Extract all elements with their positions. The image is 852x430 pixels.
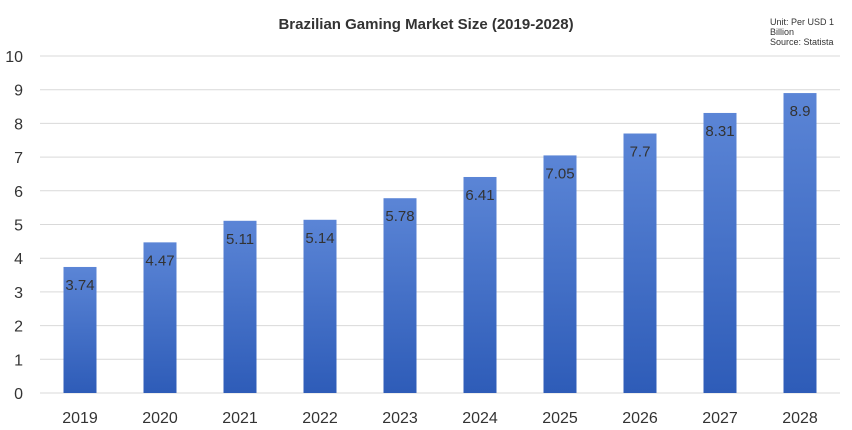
chart-note: Unit: Per USD 1 Billion Source: Statista: [770, 17, 850, 47]
x-tick-label: 2026: [622, 410, 658, 427]
y-tick-label: 4: [14, 251, 23, 268]
y-tick-label: 1: [14, 352, 23, 369]
y-tick-label: 6: [14, 184, 23, 201]
data-label: 5.11: [226, 231, 254, 248]
data-label: 8.31: [705, 123, 734, 140]
y-tick-label: 3: [14, 285, 23, 302]
bar-2024: [463, 176, 497, 393]
bar-2026: [623, 133, 657, 393]
x-tick-label: 2025: [542, 410, 578, 427]
bar-2023: [383, 198, 417, 393]
bar-2027: [703, 112, 737, 393]
y-tick-label: 8: [14, 116, 23, 133]
x-tick-label: 2028: [782, 410, 818, 427]
bar-2022: [303, 219, 337, 393]
data-label: 4.47: [145, 252, 174, 269]
bar-2021: [223, 220, 257, 393]
x-tick-label: 2019: [62, 410, 98, 427]
y-tick-label: 10: [5, 49, 23, 66]
data-label: 7.7: [630, 144, 651, 161]
y-tick-label: 0: [14, 386, 23, 403]
data-label: 7.05: [545, 165, 574, 182]
y-tick-label: 9: [14, 83, 23, 100]
y-tick-label: 7: [14, 150, 23, 167]
y-axis-ticks: 0 1 2 3 4 5 6 7 8 9 10: [5, 49, 23, 403]
source-note: Source: Statista: [770, 37, 834, 47]
bar-2020: [143, 242, 177, 393]
unit-note: Unit: Per USD 1 Billion: [770, 17, 835, 37]
data-label: 5.14: [305, 230, 334, 247]
data-label: 5.78: [385, 208, 414, 225]
y-tick-label: 2: [14, 319, 23, 336]
x-axis-ticks: 2019 2020 2021 2022 2023 2024 2025 2026 2027 2028: [62, 410, 818, 427]
bar-2028: [783, 93, 817, 393]
bars: [63, 93, 817, 393]
bar-2019: [63, 266, 97, 393]
y-tick-label: 5: [14, 218, 23, 235]
data-label: 6.41: [465, 187, 494, 204]
data-label: 3.74: [65, 277, 94, 294]
chart-title: Brazilian Gaming Market Size (2019-2028): [278, 16, 574, 33]
x-tick-label: 2022: [302, 410, 338, 427]
data-label: 8.9: [790, 103, 811, 120]
x-tick-label: 2027: [702, 410, 738, 427]
bar-2025: [543, 155, 577, 393]
x-tick-label: 2024: [462, 410, 498, 427]
x-tick-label: 2023: [382, 410, 418, 427]
x-tick-label: 2020: [142, 410, 178, 427]
x-tick-label: 2021: [222, 410, 258, 427]
data-labels: 3.74 4.47 5.11 5.14 5.78 6.41 7.05 7.7 8.31 8.9: [65, 103, 810, 294]
